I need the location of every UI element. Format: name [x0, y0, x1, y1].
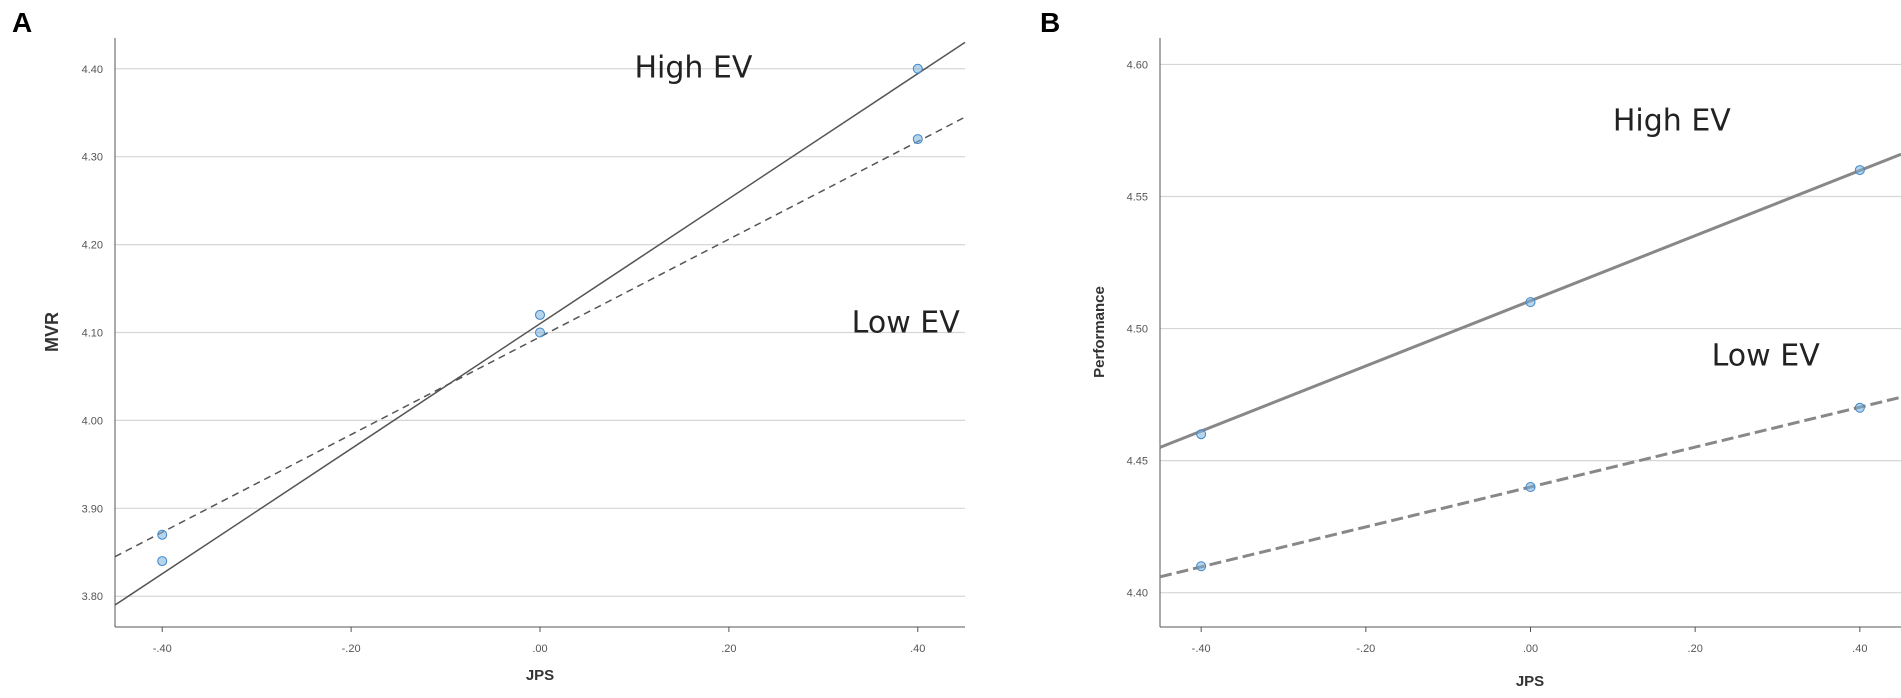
panel-b-chart: B 4.40 4.45 4.50 4.55 4.60 -.40 -.20 .00 .20 .40 JP… — [1040, 7, 1901, 690]
x-tick-label: -.20 — [342, 643, 361, 655]
annotation-label: Low EV — [1712, 339, 1821, 374]
data-point — [157, 556, 168, 567]
x-tick-label: -.20 — [1356, 643, 1375, 655]
data-point — [912, 134, 923, 145]
data-point — [535, 327, 545, 338]
x-tick-label: -.40 — [153, 643, 172, 655]
y-tick-label: 4.60 — [1127, 59, 1148, 71]
x-axis-title: JPS — [1516, 673, 1544, 690]
y-tick-label: 4.10 — [82, 328, 103, 340]
panel-letter: B — [1040, 7, 1060, 38]
x-tick-label: .20 — [721, 643, 736, 655]
data-point — [1854, 402, 1865, 413]
x-tick-label: -.40 — [1192, 643, 1211, 655]
y-tick-label: 3.80 — [82, 591, 103, 603]
x-tick-label: .40 — [1852, 643, 1867, 655]
x-axis-title: JPS — [526, 667, 554, 684]
series-line-high-ev — [114, 41, 966, 606]
annotation-label: High EV — [634, 51, 752, 86]
data-point — [1196, 561, 1207, 572]
series-line-low-ev — [114, 116, 966, 558]
annotation-label: Low EV — [852, 306, 961, 341]
data-point — [1525, 297, 1536, 308]
panel-letter: A — [12, 7, 32, 38]
y-tick-label: 4.40 — [1127, 588, 1148, 600]
y-tick-label: 4.40 — [82, 64, 103, 76]
x-tick-label: .00 — [532, 643, 547, 655]
y-tick-label: 4.50 — [1127, 324, 1148, 336]
data-point — [535, 309, 545, 320]
data-point — [912, 63, 923, 74]
panel-a-chart: A 3.80 3.90 4.00 4.10 4.20 4.30 4.40 -.40 -.20 .00… — [12, 7, 966, 684]
data-point — [1196, 429, 1207, 440]
y-tick-label: 3.90 — [82, 503, 103, 515]
x-tick-label: .40 — [910, 643, 925, 655]
data-point — [157, 529, 168, 540]
y-axis-title: MVR — [42, 312, 62, 352]
x-tick-label: .00 — [1523, 643, 1538, 655]
annotation-label: High EV — [1613, 103, 1731, 138]
y-axis-title: Performance — [1091, 286, 1108, 378]
y-tick-label: 4.55 — [1127, 191, 1148, 203]
data-point — [1854, 165, 1865, 176]
y-tick-label: 4.30 — [82, 152, 103, 164]
y-tick-label: 4.45 — [1127, 456, 1148, 468]
y-tick-label: 4.20 — [82, 240, 103, 252]
data-point — [1525, 482, 1536, 493]
y-tick-label: 4.00 — [82, 415, 103, 427]
x-tick-label: .20 — [1688, 643, 1703, 655]
